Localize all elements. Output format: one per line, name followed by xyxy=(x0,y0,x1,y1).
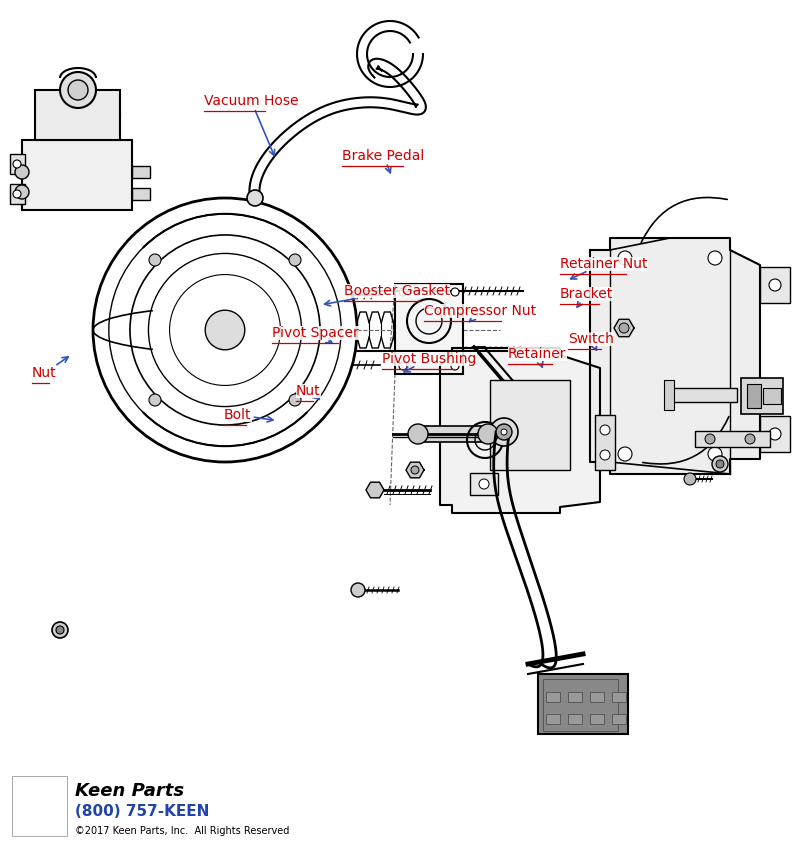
Circle shape xyxy=(15,185,29,199)
Bar xyxy=(10,154,25,174)
Circle shape xyxy=(618,251,632,265)
Bar xyxy=(568,714,582,724)
Circle shape xyxy=(411,466,419,474)
Text: Bolt: Bolt xyxy=(224,408,273,422)
Circle shape xyxy=(247,190,263,206)
Circle shape xyxy=(708,447,722,461)
Text: Nut: Nut xyxy=(296,384,321,399)
Polygon shape xyxy=(590,238,760,474)
Circle shape xyxy=(496,424,512,440)
Circle shape xyxy=(684,473,696,485)
Circle shape xyxy=(289,394,301,406)
Bar xyxy=(672,388,737,402)
Bar xyxy=(763,388,781,404)
Bar xyxy=(664,380,674,410)
Circle shape xyxy=(13,160,21,168)
Circle shape xyxy=(705,434,715,444)
Text: Bracket: Bracket xyxy=(560,287,614,308)
Polygon shape xyxy=(614,320,634,337)
Text: Retainer: Retainer xyxy=(508,347,566,367)
Bar xyxy=(10,184,25,204)
Text: Brake Pedal: Brake Pedal xyxy=(342,149,425,173)
Circle shape xyxy=(618,447,632,461)
Circle shape xyxy=(60,72,96,108)
Text: Vacuum Hose: Vacuum Hose xyxy=(204,94,298,156)
Circle shape xyxy=(15,165,29,179)
Text: Booster Gasket: Booster Gasket xyxy=(325,284,450,306)
Circle shape xyxy=(205,310,245,350)
Circle shape xyxy=(289,254,301,266)
Circle shape xyxy=(479,479,489,489)
Bar xyxy=(695,431,770,447)
Circle shape xyxy=(716,460,724,468)
Circle shape xyxy=(149,394,161,406)
Circle shape xyxy=(501,429,507,435)
Text: Pivot Spacer: Pivot Spacer xyxy=(272,326,358,343)
Polygon shape xyxy=(406,462,424,478)
Text: (800) 757-KEEN: (800) 757-KEEN xyxy=(75,804,210,819)
Text: Retainer Nut: Retainer Nut xyxy=(560,257,647,279)
Bar xyxy=(590,692,604,702)
Bar xyxy=(35,90,120,140)
Text: ©2017 Keen Parts, Inc.  All Rights Reserved: ©2017 Keen Parts, Inc. All Rights Reserv… xyxy=(75,826,290,836)
Circle shape xyxy=(52,622,68,638)
Bar xyxy=(546,692,560,702)
Polygon shape xyxy=(440,348,600,513)
Circle shape xyxy=(399,288,407,296)
Bar xyxy=(568,692,582,702)
Circle shape xyxy=(399,362,407,370)
Bar xyxy=(470,473,498,495)
Bar xyxy=(760,416,790,452)
Bar xyxy=(747,384,761,408)
Circle shape xyxy=(745,434,755,444)
Circle shape xyxy=(600,450,610,460)
Text: Keen Parts: Keen Parts xyxy=(75,782,184,800)
Circle shape xyxy=(351,583,365,597)
Bar xyxy=(546,714,560,724)
Bar xyxy=(612,692,626,702)
Text: Compressor Nut: Compressor Nut xyxy=(424,304,536,321)
Circle shape xyxy=(769,428,781,440)
Circle shape xyxy=(451,362,459,370)
Circle shape xyxy=(600,425,610,435)
Polygon shape xyxy=(366,482,384,498)
Bar xyxy=(132,166,150,178)
Bar xyxy=(543,679,618,731)
Bar xyxy=(490,380,570,470)
Bar xyxy=(538,674,628,734)
Bar xyxy=(741,378,783,414)
Circle shape xyxy=(619,323,629,333)
Bar xyxy=(418,426,488,442)
Text: Switch: Switch xyxy=(568,332,614,350)
Circle shape xyxy=(712,456,728,472)
Bar xyxy=(132,188,150,200)
Circle shape xyxy=(68,80,88,100)
Bar xyxy=(760,267,790,303)
Text: Pivot Bushing: Pivot Bushing xyxy=(382,352,477,372)
Bar xyxy=(595,415,615,470)
Circle shape xyxy=(708,251,722,265)
Circle shape xyxy=(56,626,64,634)
Circle shape xyxy=(149,254,161,266)
Bar xyxy=(612,714,626,724)
Circle shape xyxy=(490,418,518,446)
Circle shape xyxy=(478,424,498,444)
Bar xyxy=(22,140,132,210)
Bar xyxy=(395,284,463,374)
Circle shape xyxy=(13,190,21,198)
Circle shape xyxy=(451,288,459,296)
Text: Nut: Nut xyxy=(32,357,68,380)
Circle shape xyxy=(769,279,781,291)
Bar xyxy=(590,714,604,724)
Bar xyxy=(12,776,67,836)
Circle shape xyxy=(408,424,428,444)
